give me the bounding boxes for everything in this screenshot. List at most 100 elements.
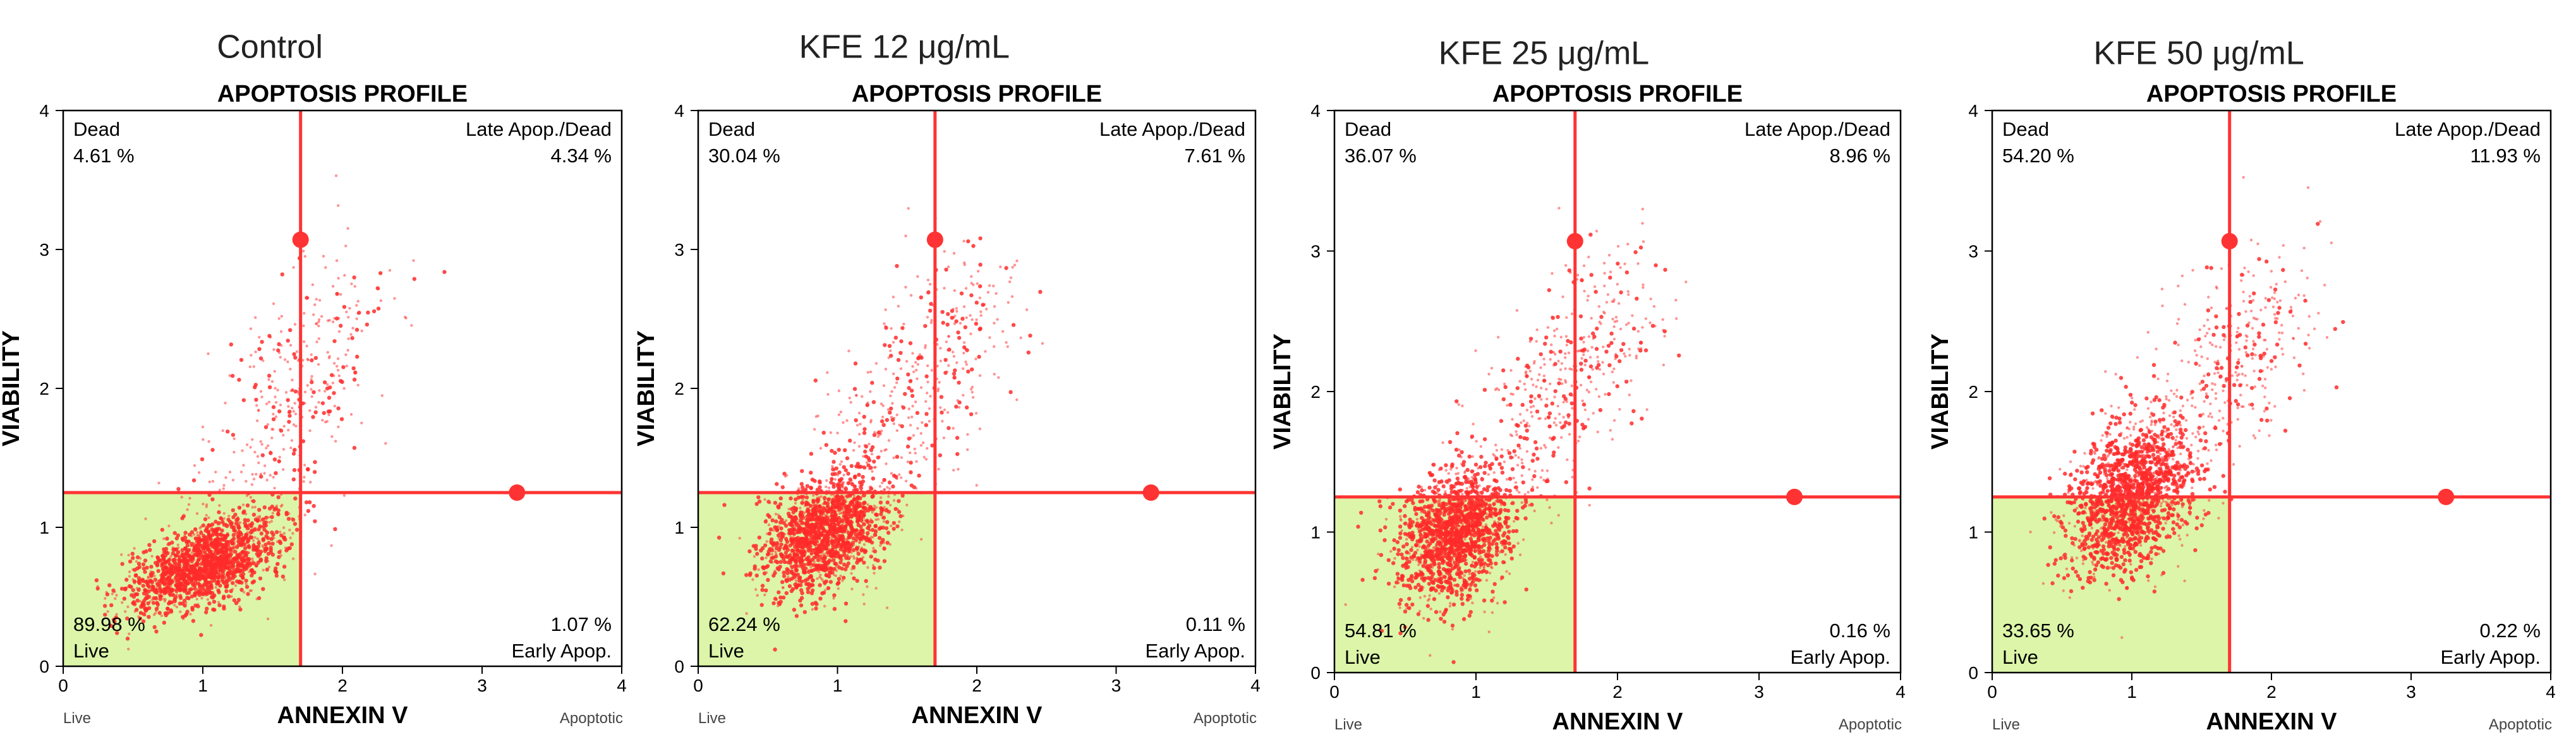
gate-handle-horizontal[interactable] — [509, 484, 526, 501]
data-point — [309, 481, 312, 484]
data-point — [337, 316, 341, 320]
data-point — [342, 304, 347, 309]
quadrant-label-live: Live — [73, 640, 109, 662]
data-point — [279, 428, 282, 431]
panel-title: Control — [217, 29, 323, 66]
data-point — [124, 577, 129, 582]
data-point — [186, 568, 191, 573]
data-point — [217, 601, 221, 604]
data-point — [770, 556, 774, 560]
data-point — [816, 499, 820, 504]
data-point — [773, 569, 777, 573]
data-point — [993, 305, 996, 308]
data-point — [790, 527, 795, 531]
data-point — [898, 520, 901, 524]
data-point — [128, 575, 131, 578]
data-point — [183, 534, 186, 537]
quadrant-percent-early-apop: 0.11 % — [1186, 613, 1245, 635]
data-point — [767, 531, 772, 536]
data-point — [825, 566, 828, 570]
data-point — [830, 472, 835, 476]
data-point — [844, 468, 849, 472]
data-point — [794, 568, 799, 573]
data-point — [926, 316, 929, 319]
data-point — [184, 546, 188, 549]
data-point — [207, 440, 210, 443]
data-point — [115, 613, 118, 616]
data-point — [766, 553, 770, 556]
data-point — [1007, 301, 1010, 304]
data-point — [747, 573, 753, 577]
data-point — [836, 474, 840, 477]
data-point — [771, 601, 776, 606]
data-point — [171, 558, 176, 563]
data-point — [798, 526, 801, 529]
data-point — [832, 523, 836, 526]
data-point — [900, 326, 905, 330]
data-point — [1511, 501, 1515, 505]
data-point — [917, 473, 921, 478]
data-point — [158, 594, 163, 599]
data-point — [957, 405, 961, 409]
data-point — [306, 358, 310, 362]
data-point — [770, 537, 774, 542]
data-point — [259, 531, 263, 536]
data-point — [958, 321, 962, 325]
dot-cloud — [94, 174, 447, 651]
data-point — [966, 448, 969, 452]
data-point — [837, 554, 842, 560]
data-point — [870, 381, 874, 385]
data-point — [245, 585, 250, 589]
gate-handle-vertical[interactable] — [926, 231, 943, 248]
data-point — [95, 586, 100, 591]
data-point — [267, 333, 272, 339]
data-point — [818, 583, 822, 587]
data-point — [914, 487, 918, 490]
data-point — [946, 349, 950, 352]
data-point — [251, 472, 254, 476]
data-point — [185, 581, 190, 585]
data-point — [784, 578, 789, 582]
data-point — [832, 597, 835, 600]
data-point — [311, 504, 316, 508]
data-point — [141, 605, 144, 608]
data-point — [878, 500, 883, 505]
data-point — [823, 501, 828, 505]
data-point — [1506, 516, 1511, 520]
data-point — [322, 410, 326, 416]
data-point — [125, 637, 130, 641]
gate-handle-horizontal[interactable] — [1142, 484, 1159, 501]
data-point — [277, 554, 281, 560]
data-point — [263, 520, 268, 525]
gate-handle-vertical[interactable] — [292, 231, 309, 248]
data-point — [1480, 477, 1484, 482]
data-point — [147, 575, 150, 578]
data-point — [941, 419, 944, 423]
data-point — [907, 416, 910, 419]
data-point — [905, 360, 909, 363]
data-point — [1587, 335, 1591, 339]
data-point — [993, 345, 996, 348]
data-point — [812, 558, 815, 561]
data-point — [291, 532, 294, 535]
data-point — [911, 365, 914, 368]
data-point — [282, 433, 285, 437]
data-point — [1473, 481, 1478, 485]
data-point — [1593, 285, 1597, 289]
data-point — [974, 301, 979, 305]
data-point — [866, 503, 869, 506]
data-point — [262, 359, 265, 363]
data-point — [123, 586, 128, 591]
data-point — [1606, 293, 1610, 296]
data-point — [855, 578, 859, 583]
data-point — [962, 367, 965, 370]
data-point — [1582, 264, 1586, 267]
data-point — [257, 347, 262, 351]
data-point — [171, 567, 175, 571]
data-point — [873, 572, 876, 575]
data-point — [799, 596, 804, 601]
data-point — [791, 536, 795, 539]
data-point — [327, 395, 332, 400]
data-point — [926, 279, 930, 282]
data-point — [237, 525, 241, 530]
